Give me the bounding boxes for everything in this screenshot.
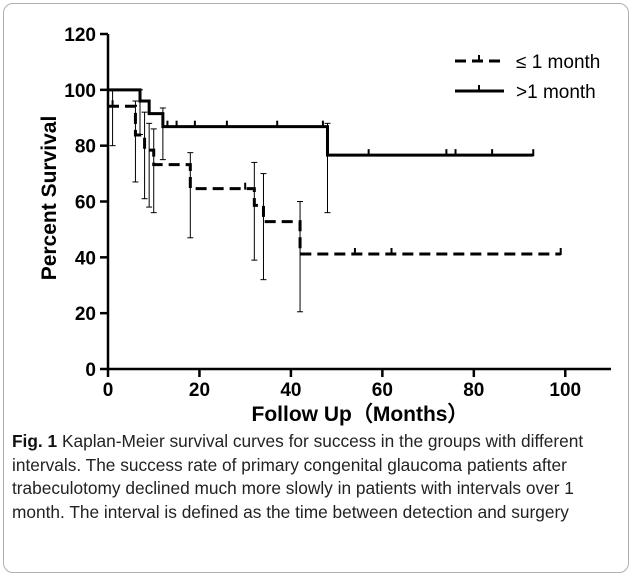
y-tick-label: 0 [85, 360, 96, 381]
chart-axes: 0 20 40 60 80 100 120 0 20 40 60 80 100 [64, 25, 611, 401]
legend-label: >1 month [516, 82, 596, 103]
caption-text: Kaplan-Meier survival curves for success… [12, 431, 584, 522]
x-tick-label: 60 [372, 380, 393, 401]
y-tick-label: 40 [75, 248, 96, 269]
figure-caption: Fig. 1 Kaplan-Meier survival curves for … [12, 430, 620, 524]
figure-frame [3, 3, 629, 573]
y-tick-label: 80 [75, 137, 96, 158]
x-tick-label: 100 [549, 380, 581, 401]
chart-legend: ≤ 1 month >1 month [455, 52, 600, 103]
x-tick-label: 80 [463, 380, 484, 401]
x-tick-label: 20 [189, 380, 210, 401]
survival-curve-1 [108, 104, 561, 256]
plot-area [108, 88, 562, 313]
y-tick-label: 120 [64, 25, 96, 46]
y-tick-label: 60 [75, 193, 96, 214]
y-tick-label: 100 [64, 81, 96, 102]
x-axis-label: Follow Up（Months） [252, 402, 469, 426]
survival-chart: 0 20 40 60 80 100 120 0 20 40 60 80 100 ≤ 1 month >1 … [38, 25, 611, 426]
legend-label: ≤ 1 month [516, 52, 600, 73]
y-tick-label: 20 [75, 304, 96, 325]
x-tick-label: 40 [280, 380, 301, 401]
x-tick-label: 0 [103, 380, 114, 401]
figure-label: Fig. 1 [12, 431, 58, 451]
y-axis-label: Percent Survival [38, 116, 61, 281]
survival-curve-2 [108, 88, 534, 157]
